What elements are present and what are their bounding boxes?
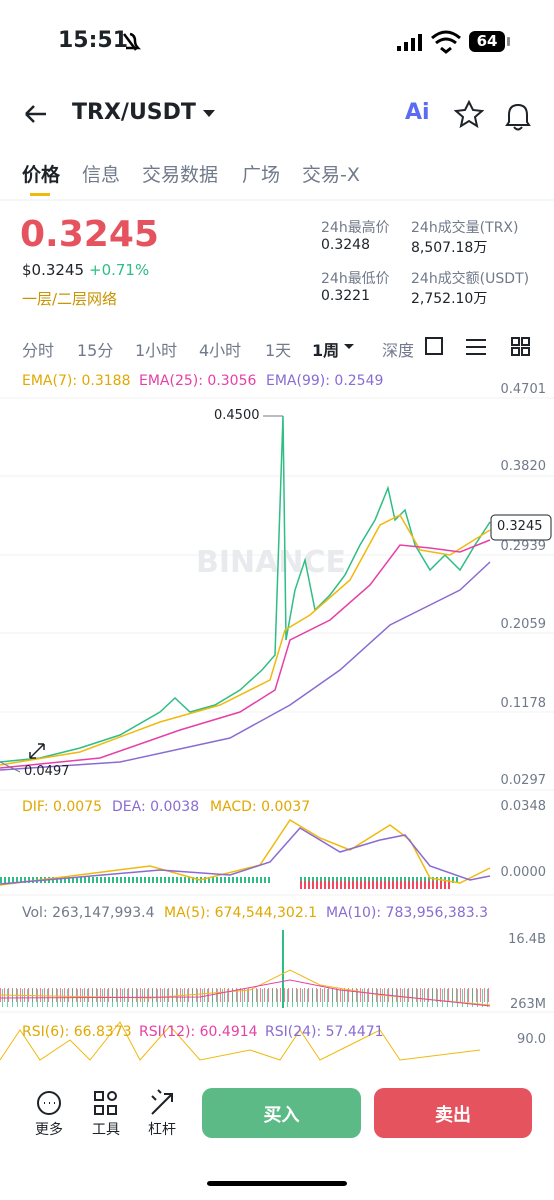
volume-legend: Vol: 263,147,993.4 — [22, 905, 155, 921]
volume-axis-label: 263M — [509, 997, 546, 1012]
price-chart — [0, 415, 552, 773]
ai-button[interactable]: Ai — [405, 100, 430, 125]
home-indicator — [207, 1181, 347, 1186]
volume-legend: MA(10): 783,956,383.3 — [326, 905, 488, 921]
stat-label: 24h最高价 — [321, 220, 390, 236]
price-axis-label: 0.1178 — [500, 696, 547, 711]
ema-legend: EMA(99): 0.2549 — [266, 373, 384, 389]
low-label: 0.0497 — [24, 764, 70, 779]
back-icon[interactable] — [25, 105, 46, 123]
price-axis-label: 0.3820 — [500, 459, 547, 474]
volume-legend: MA(5): 674,544,302.1 — [164, 905, 318, 921]
last-price: 0.3245 — [20, 214, 159, 255]
pair-dropdown[interactable] — [203, 110, 215, 117]
stat-value: 2,752.10万 — [411, 291, 488, 307]
volume-axis-label: 16.4B — [508, 932, 546, 947]
interval[interactable]: 1天 — [265, 341, 292, 360]
sell-label[interactable]: 卖出 — [435, 1105, 471, 1126]
macd-legend: DIF: 0.0075 — [22, 799, 103, 815]
tool-label[interactable]: 更多 — [35, 1122, 63, 1138]
interval[interactable]: 深度 — [382, 341, 415, 360]
stat-value: 8,507.18万 — [411, 240, 488, 256]
stat-label: 24h成交额(USDT) — [411, 271, 530, 287]
grid — [0, 397, 554, 1013]
interval[interactable]: 1小时 — [135, 341, 178, 360]
macd-legend: MACD: 0.0037 — [210, 799, 311, 815]
status-icons — [123, 30, 510, 54]
volume-chart — [0, 930, 492, 1008]
tool-label[interactable]: 杠杆 — [148, 1122, 176, 1138]
interval[interactable]: 4小时 — [199, 341, 242, 360]
macd-chart — [0, 818, 491, 889]
tab-underline — [30, 193, 50, 196]
tab[interactable]: 价格 — [22, 164, 61, 186]
rsi-axis-label: 90.0 — [517, 1032, 546, 1047]
tab[interactable]: 广场 — [242, 164, 281, 186]
interval[interactable]: 分时 — [22, 341, 55, 360]
rsi-legend: RSI(24): 57.4471 — [265, 1024, 384, 1040]
sell-button[interactable] — [374, 1088, 532, 1138]
rsi-chart — [0, 1021, 481, 1061]
buy-label[interactable]: 买入 — [263, 1105, 300, 1126]
ema-legend: EMA(25): 0.3056 — [139, 373, 257, 389]
change: +0.71% — [89, 261, 150, 279]
sector-tag[interactable]: 一层/二层网络 — [22, 290, 118, 308]
price-axis-label: 0.0297 — [500, 773, 547, 788]
stat-value: 0.3248 — [321, 237, 370, 253]
star-icon[interactable] — [453, 99, 485, 129]
macd-axis-label: 0.0000 — [500, 865, 547, 880]
bell-icon[interactable] — [505, 103, 531, 131]
tab[interactable]: 信息 — [82, 164, 121, 186]
pair[interactable]: TRX/USDT — [72, 100, 196, 125]
interval-dropdown[interactable] — [344, 344, 354, 349]
price-axis-label: 0.2059 — [500, 617, 547, 632]
high-label: 0.4500 — [214, 408, 260, 423]
tab[interactable]: 交易-X — [302, 164, 360, 186]
macd-axis-label: 0.0348 — [500, 799, 547, 814]
last-price-tag: 0.3245 — [497, 519, 543, 534]
watermark: BINANCE — [196, 545, 346, 580]
time: 15:51 — [58, 28, 129, 53]
stat-value: 0.3221 — [321, 288, 370, 304]
usd-price: $0.3245 — [22, 261, 85, 279]
tab[interactable]: 交易数据 — [142, 164, 219, 186]
rsi-legend: RSI(12): 60.4914 — [139, 1024, 258, 1040]
stat-label: 24h成交量(TRX) — [411, 220, 519, 236]
interval[interactable]: 15分 — [77, 341, 114, 360]
macd-legend: DEA: 0.0038 — [112, 799, 200, 815]
price-axis-label: 0.4701 — [500, 382, 547, 397]
battery: 64 — [476, 32, 498, 50]
interval[interactable]: 1周 — [312, 341, 340, 360]
stat-label: 24h最低价 — [321, 271, 390, 287]
price-axis-label: 0.2939 — [500, 539, 547, 554]
chart-tool-icons[interactable] — [425, 337, 530, 356]
rsi-legend: RSI(6): 66.8373 — [22, 1024, 132, 1040]
buy-button[interactable] — [202, 1088, 361, 1138]
tool-label[interactable]: 工具 — [92, 1122, 120, 1138]
bottom-icons[interactable] — [37, 1089, 173, 1115]
ema-legend: EMA(7): 0.3188 — [22, 373, 131, 389]
